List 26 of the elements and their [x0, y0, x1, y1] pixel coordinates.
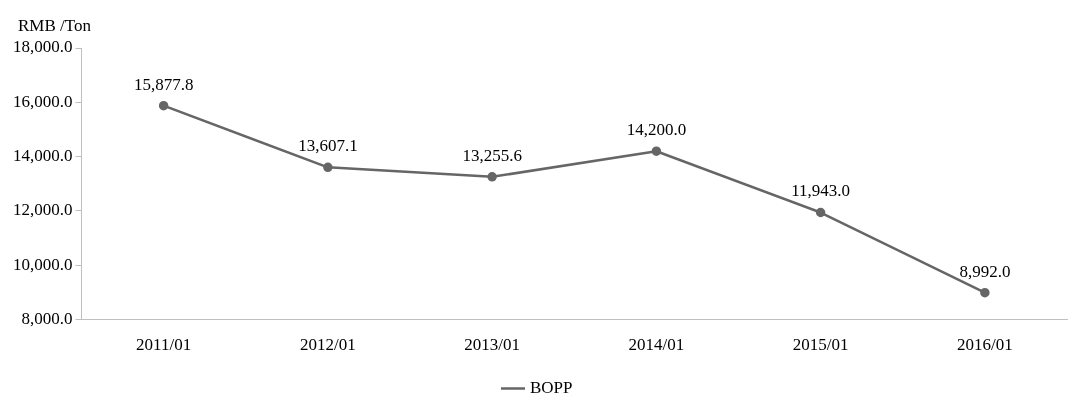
point — [487, 172, 497, 182]
data-label: 14,200.0 — [626, 120, 687, 140]
point — [980, 287, 990, 298]
y-tick-label: 14,000.0 — [13, 146, 73, 166]
x-tick-label: 2015/01 — [792, 335, 849, 355]
x-tick-label: 2016/01 — [957, 335, 1013, 355]
x-tick-label: 2012/01 — [300, 335, 356, 355]
y-tick-label: 10,000.0 — [13, 254, 73, 274]
data-label: 13,607.1 — [298, 136, 358, 156]
y-tick-label: 18,000.0 — [13, 37, 73, 57]
point — [323, 162, 333, 173]
data-label: 11,943.0 — [791, 181, 851, 201]
x-tick-label: 2013/01 — [464, 335, 520, 355]
x-tick-label: 2014/01 — [628, 335, 685, 355]
point — [158, 100, 169, 111]
point — [651, 146, 662, 156]
data-label: 15,877.8 — [133, 74, 194, 94]
y-tick-label: 8,000.0 — [21, 309, 73, 329]
x-tick-label: 2011/01 — [136, 335, 192, 355]
data-label: 8,992.0 — [959, 261, 1011, 281]
point — [815, 207, 826, 218]
y-axis-title: RMB /Ton — [18, 16, 92, 36]
y-tick-label: 12,000.0 — [13, 200, 73, 220]
legend-label: BOPP — [529, 377, 573, 397]
y-tick-label: 16,000.0 — [13, 91, 73, 111]
data-label: 13,255.6 — [462, 145, 522, 165]
